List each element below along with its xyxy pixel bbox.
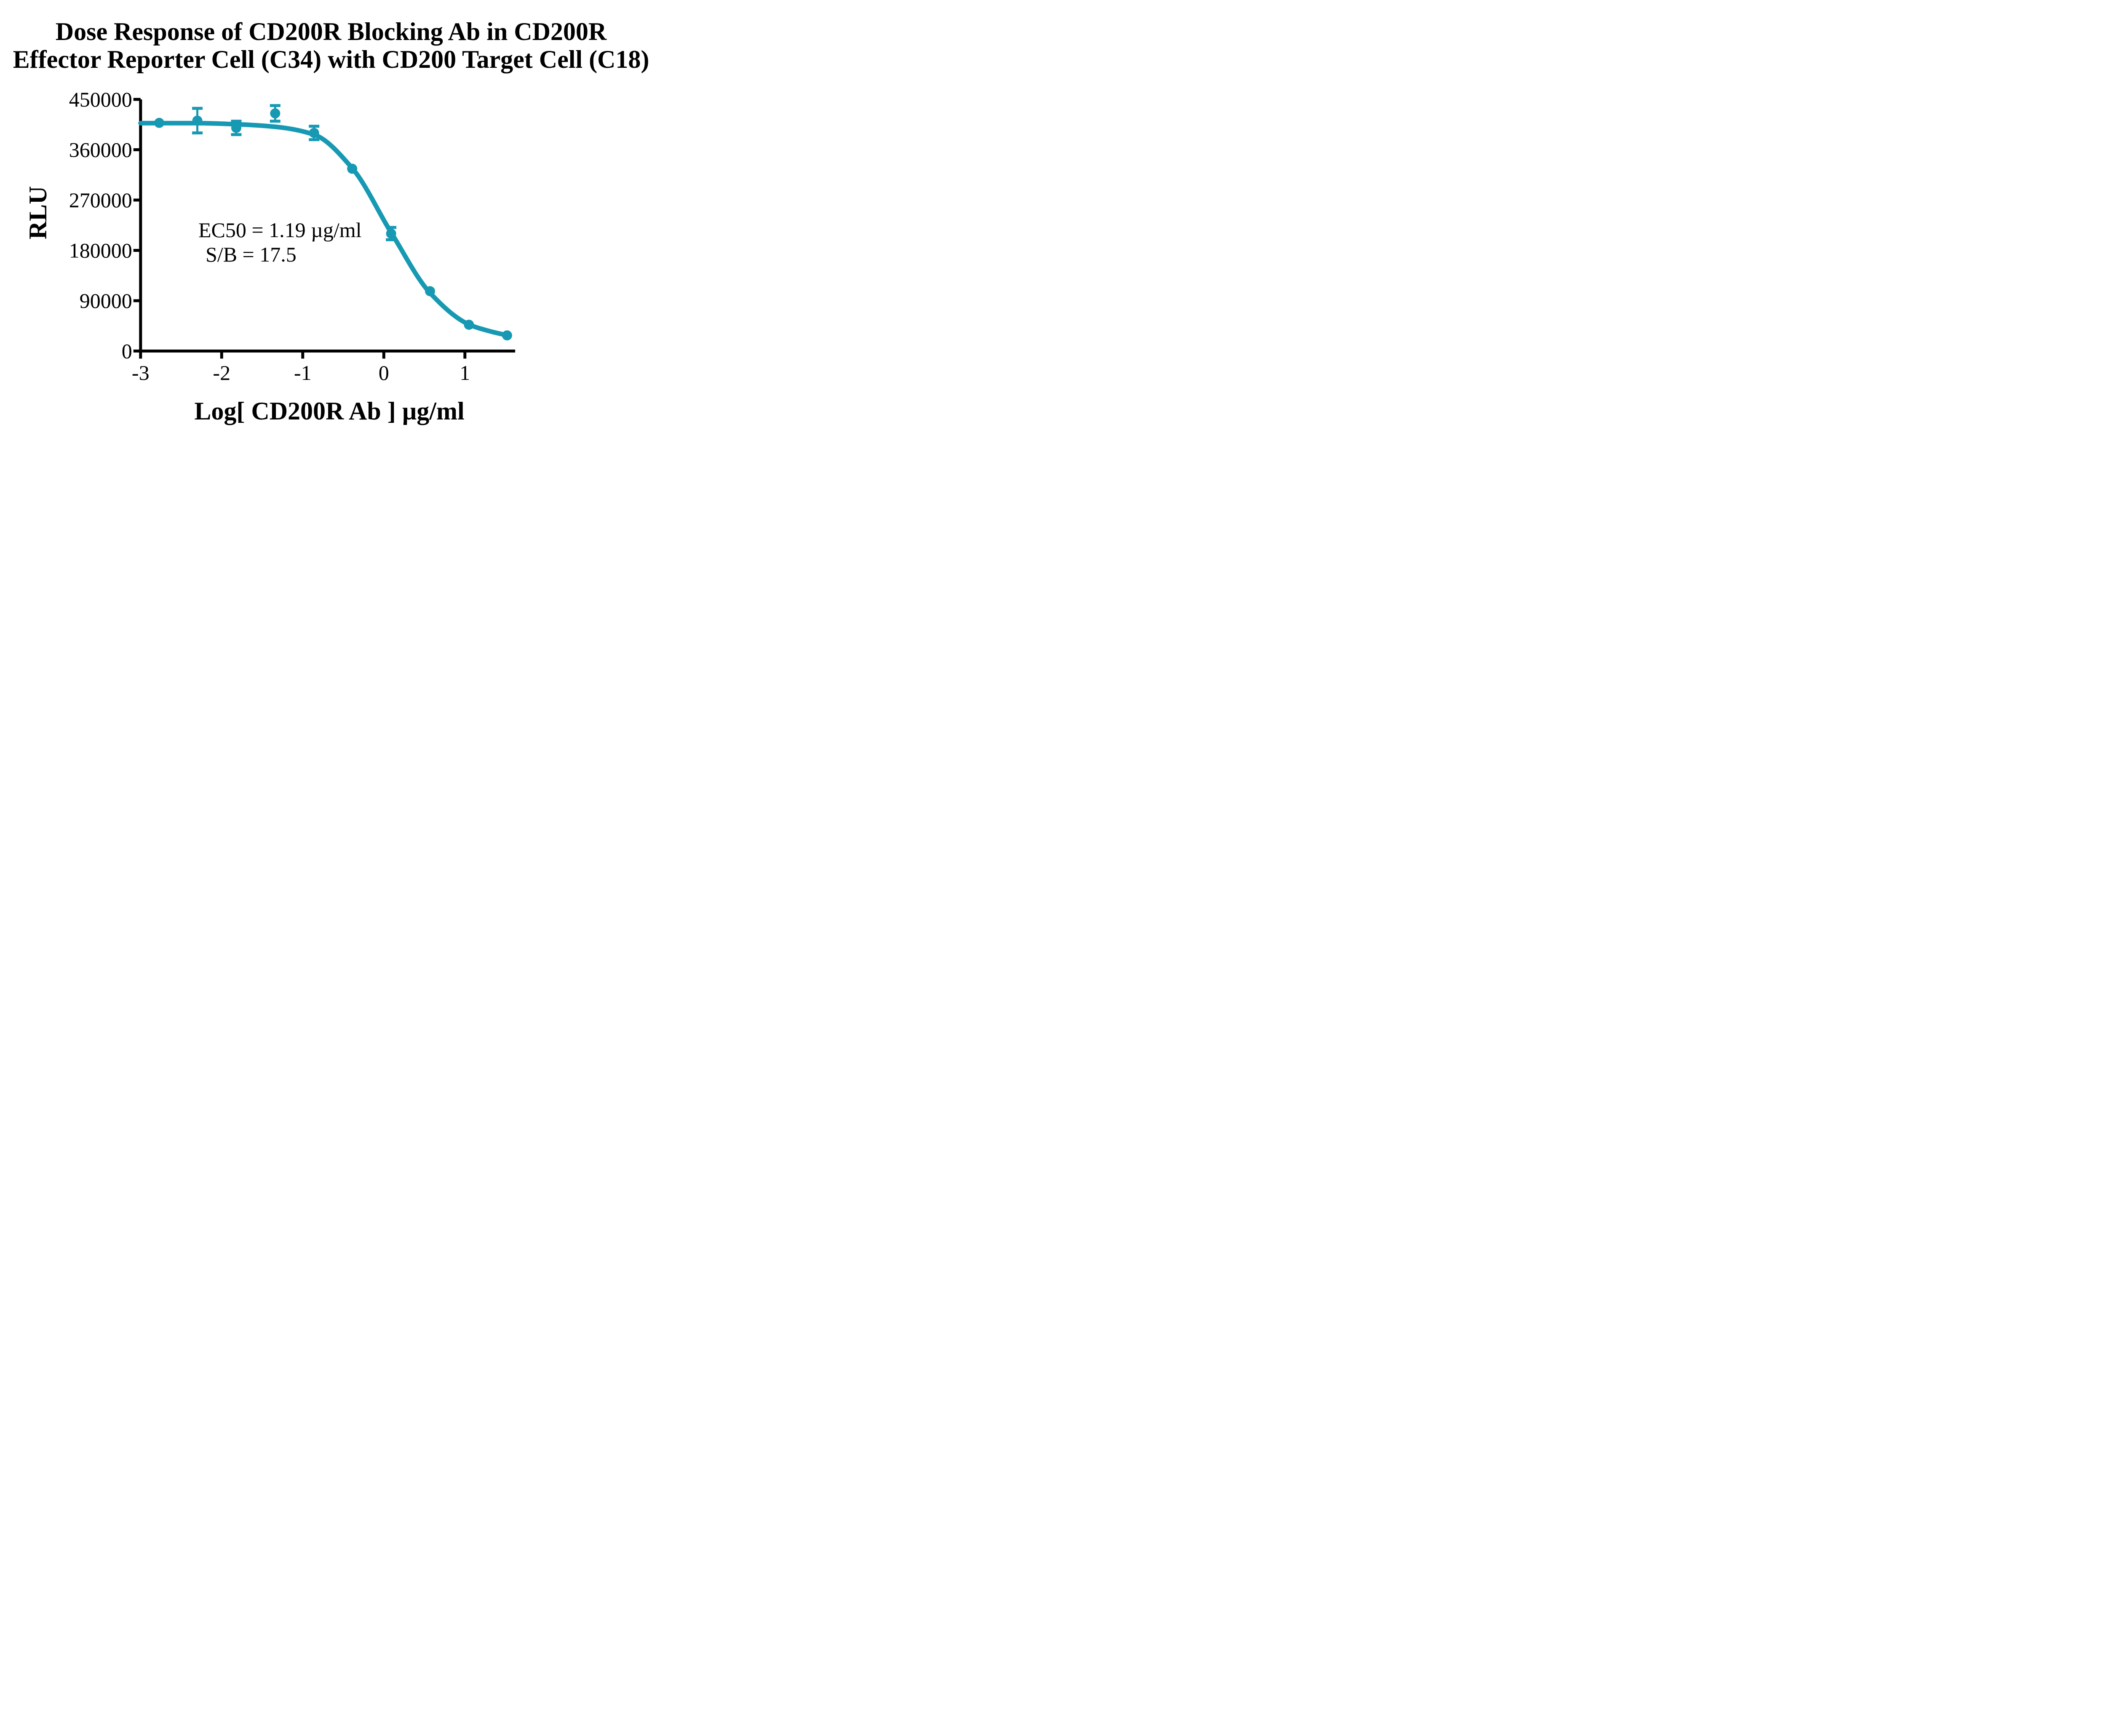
data-point-marker	[192, 115, 203, 126]
dose-response-figure: Dose Response of CD200R Blocking Ab in C…	[0, 0, 656, 434]
data-point-marker	[154, 118, 165, 128]
data-point-marker	[502, 330, 512, 341]
y-axis-label: RLU	[24, 186, 52, 240]
y-tick-label: 360000	[69, 138, 132, 162]
annotation-ec50: EC50 = 1.19 µg/ml	[198, 218, 362, 242]
data-point-marker	[231, 123, 241, 133]
x-axis-ticks: -3 -2 -1 0 1	[132, 351, 470, 385]
data-points	[154, 108, 512, 341]
y-tick-label: 0	[122, 339, 132, 363]
annotation-signal-to-background: S/B = 17.5	[206, 243, 297, 266]
x-tick-label: 1	[460, 361, 470, 385]
y-axis-ticks: 450000 360000 270000 180000 90000 0	[69, 88, 141, 363]
data-point-marker	[386, 228, 396, 239]
y-tick-label: 450000	[69, 88, 132, 111]
data-point-marker	[309, 128, 319, 138]
y-tick-label: 270000	[69, 188, 132, 212]
y-tick-label: 90000	[80, 289, 132, 312]
data-point-marker	[270, 108, 281, 119]
data-point-marker	[425, 286, 435, 296]
x-axis-label: Log[ CD200R Ab ] µg/ml	[194, 397, 464, 425]
x-tick-label: -3	[132, 361, 150, 385]
chart-title-line-2: Effector Reporter Cell (C34) with CD200 …	[13, 45, 649, 73]
chart-title-line-1: Dose Response of CD200R Blocking Ab in C…	[56, 18, 607, 45]
x-tick-label: -2	[213, 361, 230, 385]
dose-response-chart: Dose Response of CD200R Blocking Ab in C…	[13, 18, 649, 425]
y-tick-label: 180000	[69, 239, 132, 262]
x-tick-label: 0	[379, 361, 389, 385]
data-point-marker	[347, 163, 358, 174]
data-point-marker	[464, 320, 474, 330]
x-tick-label: -1	[294, 361, 312, 385]
